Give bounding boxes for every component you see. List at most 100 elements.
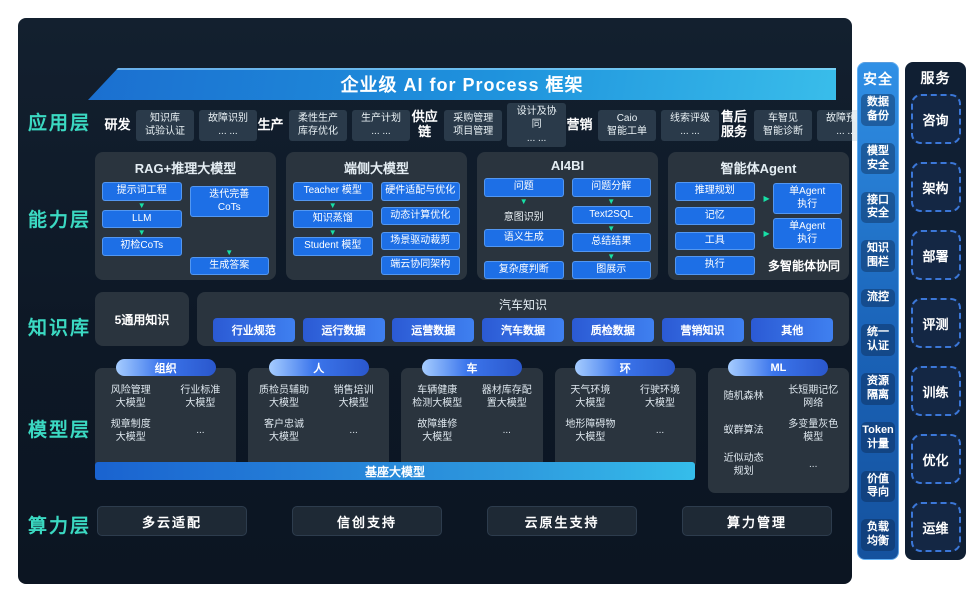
flow-node: 图展示 bbox=[571, 260, 651, 279]
compute-box: 算力管理 bbox=[682, 506, 832, 536]
app-group-production: 生产 柔性生产 库存优化 生产计划 ... ... bbox=[257, 109, 410, 141]
app-pill: 设计及协同 ... ... bbox=[507, 102, 566, 148]
services-title: 服务 bbox=[920, 70, 951, 86]
arrow-down-icon: ▼ bbox=[328, 200, 337, 210]
knowledge-pill: 质检数据 bbox=[571, 317, 654, 342]
model-item: 风险管理 大模型 bbox=[110, 385, 151, 409]
flow-node: 推理规划 bbox=[675, 182, 755, 201]
arrow-down-icon: ▼ bbox=[137, 200, 146, 210]
arrow-right-icon: ▶ bbox=[763, 228, 770, 238]
model-item: 地形障碍物 大模型 bbox=[565, 419, 616, 443]
model-item: ... bbox=[349, 425, 358, 437]
flow-node: LLM bbox=[102, 209, 182, 228]
knowledge-pill: 其他 bbox=[751, 317, 834, 342]
flow-node: 知识蒸馏 bbox=[293, 209, 373, 228]
arrow-down-icon: ▼ bbox=[519, 196, 528, 206]
cap-box-title: 端侧大模型 bbox=[343, 161, 409, 176]
flow-node: 迭代完善 CoTs bbox=[189, 186, 269, 217]
layer-label-compute: 算力层 bbox=[28, 516, 92, 537]
model-item: ... bbox=[655, 425, 665, 437]
cap-box-ai4bi: AI4BI 问题 ▼ 意图识别 语义生成 复杂度判断 问题分解 ▼ Te bbox=[477, 152, 658, 280]
arrow-down-icon: ▼ bbox=[225, 247, 234, 257]
cap-box-title: 智能体Agent bbox=[720, 161, 797, 176]
flow-node: 生成答案 bbox=[189, 256, 269, 275]
arrow-down-icon: ▼ bbox=[607, 251, 616, 261]
arrow-down-icon: ▼ bbox=[607, 196, 616, 206]
model-item: 销售培训 大模型 bbox=[333, 385, 374, 409]
security-item: 流控 bbox=[861, 289, 895, 307]
security-item: 接口 安全 bbox=[861, 191, 895, 224]
cap-box-title: RAG+推理大模型 bbox=[134, 161, 237, 176]
model-item: 天气环境 大模型 bbox=[570, 385, 611, 409]
model-item: 蚁群算法 bbox=[723, 425, 764, 437]
security-item: 统一 认证 bbox=[861, 324, 895, 356]
flow-node: Student 模型 bbox=[293, 237, 373, 256]
app-pill: 生产计划 ... ... bbox=[352, 109, 410, 141]
app-group-name: 营销 bbox=[566, 116, 593, 132]
app-group-name: 生产 bbox=[257, 116, 284, 132]
main-panel: 企业级 AI for Process 框架 应用层 能力层 知识库 模型层 算力… bbox=[18, 18, 875, 584]
app-group-name: 供应链 bbox=[411, 109, 438, 139]
model-item: 近似动态 规划 bbox=[723, 453, 764, 477]
service-item: 评测 bbox=[910, 298, 961, 348]
application-layer-row: 研发 知识库 试验认证 故障识别 ... ... 生产 柔性生产 库存优化 生产… bbox=[104, 102, 875, 148]
security-item: 价值 导向 bbox=[861, 470, 895, 503]
app-pill: 采购管理 项目管理 bbox=[444, 109, 503, 141]
model-group-organization: 组织 风险管理 大模型 行业标准 大模型 规章制度 大模型 ... bbox=[95, 359, 237, 469]
security-strip: 安全 数据 备份 模型 安全 接口 安全 知识 围栏 流控 统一 认证 资源 隔… bbox=[857, 62, 899, 560]
model-item: ... bbox=[196, 425, 205, 437]
app-group-supply-chain: 供应链 采购管理 项目管理 设计及协同 ... ... bbox=[410, 102, 566, 148]
model-group-people: 人 质检员辅助 大模型 销售培训 大模型 客户忠诚 大模型 ... bbox=[248, 359, 390, 469]
app-pill: 柔性生产 库存优化 bbox=[289, 109, 347, 141]
app-group-name: 研发 bbox=[104, 116, 131, 132]
service-item: 训练 bbox=[910, 366, 961, 416]
model-item: 规章制度 大模型 bbox=[110, 419, 151, 443]
cap-box-agent: 智能体Agent 推理规划 记忆 工具 执行 ▶ 单Agent 执行 ▶ 单Agen… bbox=[668, 152, 849, 280]
flow-node: 硬件适配与优化 bbox=[380, 182, 460, 201]
knowledge-pill: 汽车数据 bbox=[482, 317, 564, 342]
title-banner: 企业级 AI for Process 框架 bbox=[88, 68, 836, 100]
model-group-header: 环 bbox=[575, 359, 676, 376]
layer-label-application: 应用层 bbox=[28, 113, 92, 134]
model-group-ml: ML 随机森林 长短期记忆 网络 蚁群算法 多变量灰色 模型 近似动态 规划 .… bbox=[707, 359, 850, 493]
flow-node: 工具 bbox=[675, 231, 755, 251]
security-item: 资源 隔离 bbox=[861, 373, 895, 405]
service-item: 运维 bbox=[910, 502, 961, 552]
model-item: 车辆健康 检测大模型 bbox=[412, 385, 463, 409]
flow-node: 总结结果 bbox=[571, 233, 651, 252]
model-group-header: 车 bbox=[422, 359, 522, 376]
app-pill: 故障识别 ... ... bbox=[199, 109, 257, 141]
auto-knowledge-box: 汽车知识 行业规范 运行数据 运营数据 汽车数据 质检数据 营销知识 其他 bbox=[197, 292, 849, 346]
flow-node: 初检CoTs bbox=[102, 237, 182, 256]
flow-node: ▶ 单Agent 执行 bbox=[764, 183, 842, 214]
app-group-marketing: 营销 Caio 智能工单 线索评级 ... ... bbox=[566, 109, 719, 141]
model-item: 质检员辅助 大模型 bbox=[259, 385, 309, 409]
layer-label-model: 模型层 bbox=[28, 420, 92, 441]
foundation-model-bar: 基座大模型 bbox=[95, 462, 695, 480]
cap-box-edge-model: 端侧大模型 Teacher 模型 ▼ 知识蒸馏 ▼ Student 模型 硬件适… bbox=[286, 152, 467, 280]
model-item: 多变量灰色 模型 bbox=[788, 419, 839, 443]
flow-node: 端云协同架构 bbox=[380, 256, 460, 275]
flow-node: 动态计算优化 bbox=[380, 206, 460, 226]
compute-box: 信创支持 bbox=[292, 506, 442, 536]
model-item: 故障维修 大模型 bbox=[417, 419, 458, 443]
knowledge-pill: 运行数据 bbox=[302, 317, 385, 342]
knowledge-pill: 行业规范 bbox=[212, 317, 295, 342]
app-pill: 车智见 智能诊断 bbox=[754, 109, 812, 141]
flow-node: Text2SQL bbox=[571, 205, 651, 224]
flow-step-label: 意图识别 bbox=[503, 211, 544, 223]
capability-layer-row: RAG+推理大模型 提示词工程 ▼ LLM ▼ 初检CoTs 迭代完善 CoTs… bbox=[95, 152, 849, 280]
service-item: 优化 bbox=[910, 434, 961, 484]
model-item: 随机森林 bbox=[723, 391, 764, 403]
layer-label-knowledge: 知识库 bbox=[28, 318, 92, 339]
auto-knowledge-title: 汽车知识 bbox=[498, 298, 547, 312]
model-item: 行驶环境 大模型 bbox=[640, 385, 680, 409]
service-item: 部署 bbox=[910, 230, 961, 280]
app-group-rd: 研发 知识库 试验认证 故障识别 ... ... bbox=[104, 109, 257, 141]
compute-box: 多云适配 bbox=[97, 506, 247, 536]
arrow-down-icon: ▼ bbox=[607, 224, 616, 233]
model-group-environment: 环 天气环境 大模型 行驶环境 大模型 地形障碍物 大模型 ... bbox=[554, 359, 696, 469]
cap-box-rag: RAG+推理大模型 提示词工程 ▼ LLM ▼ 初检CoTs 迭代完善 CoTs… bbox=[95, 152, 276, 280]
security-item: Token 计量 bbox=[861, 421, 895, 454]
